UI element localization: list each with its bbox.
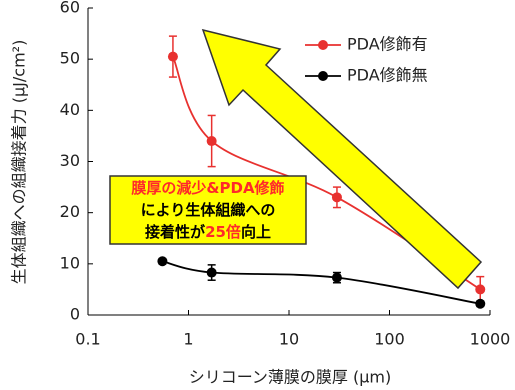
annotation-text: 膜厚の減少&PDA修飾 xyxy=(131,179,284,197)
x-tick-label: 1 xyxy=(183,330,193,349)
x-tick-label: 0.1 xyxy=(75,330,100,349)
annotation-text: 向上 xyxy=(241,223,271,241)
trend-arrow xyxy=(201,28,483,290)
point xyxy=(475,284,486,295)
legend-label: PDA修飾有 xyxy=(347,35,428,54)
y-tick-label: 60 xyxy=(60,0,80,17)
point xyxy=(167,51,178,62)
x-tick-label: 10 xyxy=(279,330,299,349)
point xyxy=(331,192,342,203)
point xyxy=(206,136,217,147)
point xyxy=(206,267,217,278)
y-tick-label: 50 xyxy=(60,49,80,68)
annotation-box xyxy=(109,175,307,245)
point xyxy=(331,272,342,283)
x-axis-title: シリコーン薄膜の膜厚 (µm) xyxy=(189,368,392,387)
x-tick-label: 100 xyxy=(374,330,405,349)
series-line xyxy=(162,260,481,305)
point xyxy=(475,298,486,309)
y-tick-label: 0 xyxy=(70,305,80,324)
point xyxy=(157,256,168,267)
y-tick-label: 20 xyxy=(60,202,80,221)
legend-marker xyxy=(318,71,328,81)
annotation-line: 膜厚の減少&PDA修飾 xyxy=(131,179,284,197)
annotation-line: により生体組織への xyxy=(141,201,276,219)
y-tick-label: 30 xyxy=(60,151,80,170)
y-tick-label: 10 xyxy=(60,253,80,272)
annotation-text: により生体組織への xyxy=(141,201,276,219)
y-axis-title: 生体組織への組織接着力 (µJ/cm²) xyxy=(10,40,29,285)
annotation-text: 接着性が xyxy=(145,223,206,241)
plot-data xyxy=(157,35,486,309)
legend-marker xyxy=(318,40,328,50)
y-tick-label: 40 xyxy=(60,100,80,119)
legend-label: PDA修飾無 xyxy=(347,66,428,85)
annotation-line: 接着性が25倍向上 xyxy=(145,223,271,241)
annotation-text: 25倍 xyxy=(205,223,241,241)
x-tick-label: 1000 xyxy=(470,330,511,349)
